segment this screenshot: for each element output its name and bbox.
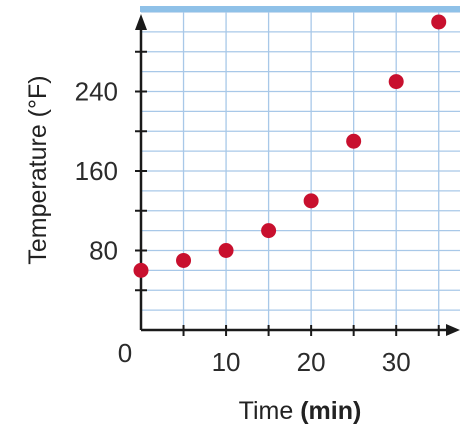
data-point	[303, 193, 319, 209]
data-point	[218, 243, 234, 258]
x-axis-title: Time (min)	[239, 397, 362, 425]
tick-marks	[135, 50, 440, 336]
y-axis-unit: (°F)	[24, 75, 52, 117]
data-point	[388, 74, 404, 90]
data-point	[133, 262, 149, 278]
y-axis-arrow	[135, 14, 147, 30]
origin-label: 0	[118, 338, 132, 368]
y-axis-title: Temperature (°F)	[24, 75, 52, 264]
x-axis-arrow	[446, 324, 460, 336]
grid	[141, 11, 460, 330]
y-tick-label: 80	[89, 236, 118, 266]
x-tick-label: 10	[212, 347, 241, 377]
y-tick-label: 160	[75, 156, 118, 186]
data-points	[133, 14, 447, 278]
axes	[135, 14, 460, 336]
data-point	[176, 252, 192, 268]
y-axis-label: Temperature	[24, 124, 52, 264]
plot-top-border	[140, 6, 460, 12]
y-tick-label: 240	[75, 77, 118, 107]
data-point	[431, 14, 447, 30]
x-tick-label: 20	[297, 347, 326, 377]
data-point	[346, 133, 362, 149]
data-point	[261, 223, 277, 239]
x-axis-unit: (min)	[300, 397, 361, 425]
x-tick-label: 30	[382, 347, 411, 377]
x-axis-label: Time	[239, 397, 294, 425]
